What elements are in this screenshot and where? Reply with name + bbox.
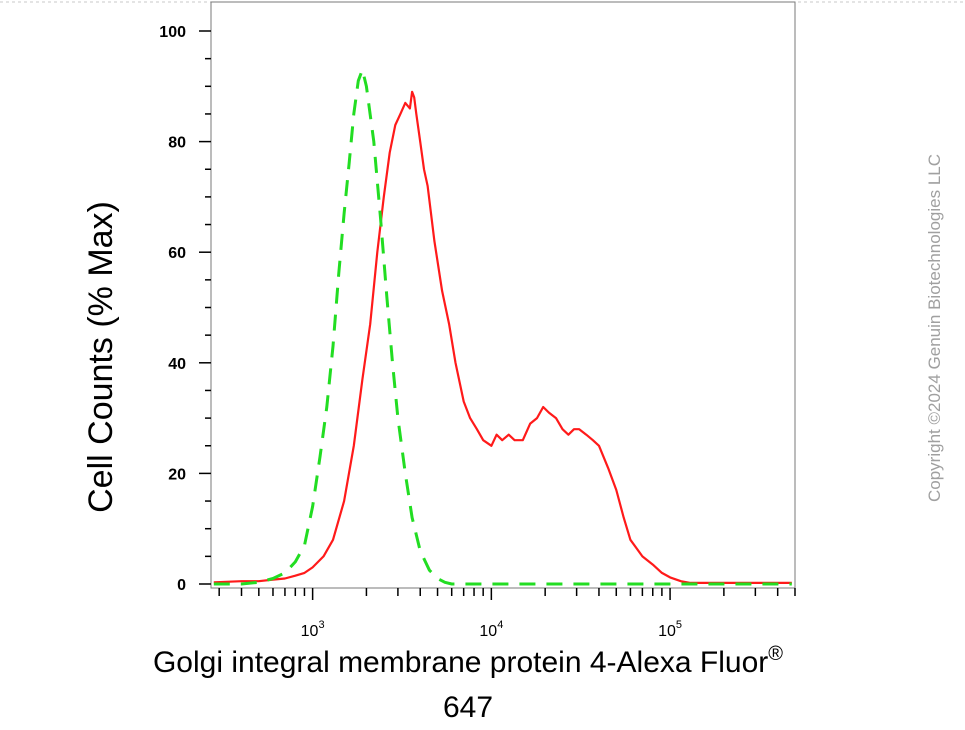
- x-tick-base: 10: [658, 623, 676, 640]
- x-tick-exponent: 3: [318, 619, 324, 631]
- x-axis-label-line1: Golgi integral membrane protein 4-Alexa …: [153, 643, 783, 679]
- x-tick-base: 10: [479, 623, 497, 640]
- x-tick-exponent: 5: [676, 619, 682, 631]
- y-tick-label: 0: [177, 577, 186, 594]
- control-histogram-line: [213, 68, 792, 586]
- y-ticks: 0 20 40 60 80 100: [159, 24, 211, 594]
- x-tick-label: 104: [479, 619, 503, 640]
- y-tick-label: 40: [168, 356, 186, 373]
- series: [213, 68, 792, 586]
- x-tick-label: 105: [658, 619, 682, 640]
- x-tick-label: 103: [301, 619, 325, 640]
- y-tick-label: 80: [168, 135, 186, 152]
- y-tick-label: 60: [168, 245, 186, 262]
- x-axis-label-superscript: ®: [768, 643, 783, 665]
- y-tick-label: 100: [159, 24, 186, 41]
- sample-histogram-line: [213, 90, 792, 585]
- plot-frame: [210, 1, 796, 589]
- y-tick-label: 20: [168, 466, 186, 483]
- copyright-notice: Copyright ©2024 Genuin Biotechnologies L…: [925, 154, 944, 502]
- x-axis-label-main: Golgi integral membrane protein 4-Alexa …: [153, 646, 768, 679]
- x-ticks: 103 104 105: [218, 588, 796, 640]
- x-tick-exponent: 4: [497, 619, 503, 631]
- x-tick-base: 10: [301, 623, 319, 640]
- y-axis-label: Cell Counts (% Max): [82, 201, 120, 513]
- x-axis-label-line2: 647: [443, 691, 493, 724]
